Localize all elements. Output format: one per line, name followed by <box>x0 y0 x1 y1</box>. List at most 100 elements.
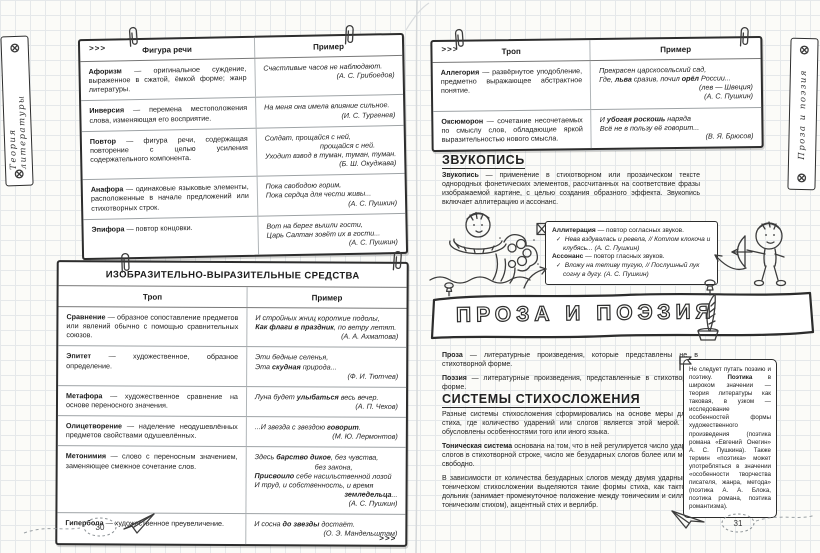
check-icon: ✓ <box>556 263 563 270</box>
example-line: ...И звезда с звездою говорит. <box>254 422 361 432</box>
example-line: И сосна до звезды достаёт. <box>254 519 355 529</box>
prose-poetry-banner: ПРОЗА И ПОЭЗИЯ <box>426 279 818 347</box>
arrow-to-callout-icon <box>523 266 547 289</box>
page-number: 30 <box>96 523 105 532</box>
paperclip-icon <box>454 28 464 49</box>
systems-heading: СИСТЕМЫ СТИХОСЛОЖЕНИЯ <box>442 392 641 408</box>
zvukopis-paragraph: Звукопись — применение в стихотворном ил… <box>442 172 700 206</box>
column-header: Пример <box>246 287 407 308</box>
quote-line: ✓ Вложу на тетиву тугую, // Послушный лу… <box>556 262 700 279</box>
paragraph: Проза — литературные произведения, котор… <box>442 352 698 368</box>
column-header: Пример <box>589 38 761 61</box>
paperclip-icon <box>121 253 130 273</box>
example-cell: Прекрасен царскосельский сад, Где, льва с… <box>590 58 762 109</box>
example-line: (М. Ю. Лермонтов) <box>332 431 398 442</box>
flag-icon <box>679 355 692 371</box>
definitions-block: Проза — литературные произведения, котор… <box>442 352 698 398</box>
table-body: Афоризм — оригинальное суждение, выражен… <box>80 55 407 259</box>
example-line: Присвоило себе насильственной лозой <box>254 470 392 481</box>
term-definition-cell: Аллегория — развёрнутое уподобление, пре… <box>440 66 583 96</box>
paragraph: Разные системы стихосложения сформировал… <box>442 411 698 436</box>
table-header: Троп Пример <box>58 286 407 309</box>
term-definition-cell: Повтор — фигура речи, содержащая повторе… <box>89 133 248 164</box>
example-cell: На меня она имела влияние сильное. (И. С.… <box>254 95 404 128</box>
quill-inkwell-icon <box>697 293 719 341</box>
archer-illustration <box>731 221 787 287</box>
table-row: Эпитет — художественное, образное опреде… <box>58 345 407 387</box>
screw-icon <box>10 43 20 53</box>
figures-of-speech-table: >>> Фигура речи Пример Афоризм — оригина… <box>77 32 409 261</box>
continuation-marker: >>> <box>379 533 397 543</box>
term-definition-cell: Сравнение — образное сопоставление предм… <box>66 312 239 340</box>
definition-line: Аллитерация — повтор согласных звуков. <box>552 227 684 234</box>
term-definition-cell: Афоризм — оригинальное суждение, выражен… <box>88 63 247 95</box>
example-cell: Луна будет улыбаться весь вечер. (А. П. Ч… <box>245 386 407 418</box>
flight-path <box>23 527 81 534</box>
table-row: Метафора — художественное сравнение на о… <box>57 384 407 418</box>
example-cell: Солдат, прощайся с ней, прощайся с ней. Ух… <box>255 125 405 177</box>
banner-ribbon <box>430 291 815 340</box>
pushpin-icon <box>704 279 716 296</box>
example-cell: ...И звезда с звездою говорит. (М. Ю. Лер… <box>245 417 406 448</box>
definition-line: Ассонанс — повтор гласных звуков. <box>552 253 665 261</box>
screw-icon <box>799 45 809 55</box>
zvukopis-heading: ЗВУКОПИСЬ <box>442 153 525 169</box>
page-number: 31 <box>734 519 743 528</box>
paper-plane-icon <box>123 513 155 534</box>
table-row: Сравнение — образное сопоставление предм… <box>58 307 407 348</box>
poetics-note: Не следует путать поэзию и поэтику. Поэт… <box>679 355 777 519</box>
table-row: Афоризм — оригинальное суждение, выражен… <box>80 55 404 101</box>
column-header: Пример <box>253 34 403 58</box>
table-row: Эпифора — повтор концовки. Вот на берег в… <box>83 212 407 259</box>
example-cell: Эти бедные селенья, Эта скудная природа..… <box>245 347 407 387</box>
example-line: И труд, и собственность, и время <box>254 479 374 490</box>
left-tab-label: Теория литературы <box>7 94 30 170</box>
term-definition-cell: Эпитет — художественное, образное опреде… <box>66 351 239 370</box>
example-line: (А. П. Чехов) <box>355 401 398 411</box>
pushpin-icon <box>444 282 454 297</box>
example-cell: И убогая роскошь наряда Всё не в пользу е… <box>590 107 762 149</box>
flight-path <box>755 514 816 522</box>
example-line: (А. А. Ахматова) <box>341 331 399 342</box>
paragraph: Поэзия — литературные произведения, пред… <box>442 374 698 391</box>
example-line: Луна будет улыбаться весь вечер. <box>254 391 379 402</box>
example-cell: Пока свободою горим, Пока сердца для чест… <box>256 174 406 216</box>
banner-title: ПРОЗА И ПОЭЗИЯ <box>455 300 716 328</box>
sound-writing-callout: Аллитерация — повтор согласных звуков. ✓ … <box>545 221 718 285</box>
example-line: Как флаги в праздник, по ветру летят. <box>255 322 397 332</box>
arrow-to-callout-icon <box>714 254 747 271</box>
right-page-footer: 31 <box>671 510 816 533</box>
example-line: (В. Я. Брюсов) <box>705 130 754 141</box>
column-header: Троп <box>142 292 163 302</box>
tropes-table: >>> Троп Пример Аллегория — развёрнутое … <box>430 35 764 153</box>
example-cell: Счастливые часов не наблюдают. (А. С. Гри… <box>254 55 404 98</box>
table-body: Аллегория — развёрнутое уподобление, пре… <box>433 58 762 150</box>
systems-paragraphs: Разные системы стихосложения сформировал… <box>442 411 698 516</box>
quote-line: ✓ Нева вздувалась и ревела, // Котлом кл… <box>556 235 711 252</box>
term-definition-cell: Эпифора — повтор концовки. <box>91 222 193 234</box>
example-cell: Вот на берег вышли гости, Царь Салтан зов… <box>257 213 407 255</box>
wave-swimmer-illustration <box>429 211 539 284</box>
check-icon: ✓ <box>556 236 563 243</box>
paperclip-icon <box>739 27 749 47</box>
table-row: Олицетворение — наделение неодушевлённых… <box>57 415 406 448</box>
paper-plane-icon <box>671 510 705 529</box>
screw-icon <box>14 169 24 179</box>
paragraph: Тоническая система основана на том, что … <box>442 442 699 468</box>
example-line: (А. С. Пушкин) <box>348 498 398 508</box>
continuation-marker: >>> <box>89 43 107 53</box>
example-line: Эта скудная природа... <box>255 361 337 372</box>
term-definition-cell: Метафора — художественное сравнение на о… <box>65 390 238 410</box>
paperclip-icon <box>344 25 354 45</box>
paragraph: В зависимости от количества безударных с… <box>442 474 698 509</box>
example-line: Здесь барство дикое, без чувства, <box>254 452 379 463</box>
example-line: (Ф. И. Тютчев) <box>347 371 399 381</box>
left-page-footer: 30 <box>23 513 155 537</box>
screw-icon <box>797 173 807 183</box>
table-row: Оксюморон — сочетание несочетаемых по см… <box>433 106 762 150</box>
right-index-tab: Проза и поэзия <box>787 37 819 191</box>
example-cell: И стройных жниц короткие подолы, Как флаг… <box>246 308 407 348</box>
term-definition-cell: Анафора — одинаковые языковые элементы, … <box>90 182 249 213</box>
example-line: (А. С. Пушкин) <box>704 91 754 102</box>
left-index-tab: Теория литературы <box>0 35 34 187</box>
